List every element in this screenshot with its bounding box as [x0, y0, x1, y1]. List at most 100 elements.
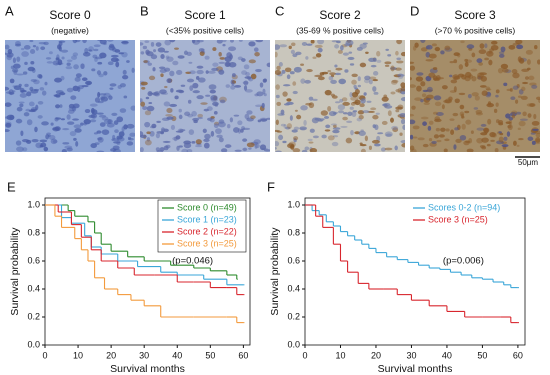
- cell: [119, 83, 126, 88]
- cell: [466, 44, 475, 49]
- cell: [412, 45, 417, 51]
- cell: [426, 86, 433, 93]
- cell: [312, 56, 317, 59]
- cell: [282, 91, 288, 97]
- cell: [490, 139, 495, 142]
- cell: [465, 119, 472, 125]
- cell: [330, 74, 335, 78]
- cell: [244, 76, 252, 79]
- cell: [96, 150, 105, 152]
- cell: [310, 40, 315, 44]
- cell: [121, 40, 129, 44]
- cell: [308, 96, 314, 101]
- cell: [501, 144, 509, 148]
- cell: [309, 128, 315, 133]
- cell: [143, 60, 148, 63]
- cell: [204, 55, 210, 60]
- cell: [178, 114, 183, 120]
- cell: [524, 76, 529, 80]
- cell: [246, 110, 253, 115]
- cell: [338, 110, 344, 114]
- cell: [205, 70, 209, 74]
- cell: [200, 102, 208, 105]
- cell: [126, 123, 135, 129]
- cell: [421, 93, 427, 98]
- cell: [8, 89, 14, 96]
- cell: [347, 111, 353, 117]
- cell: [440, 50, 445, 55]
- cell: [5, 129, 10, 133]
- micrograph-bg: [275, 40, 405, 152]
- cell: [330, 79, 337, 84]
- cell: [238, 40, 243, 42]
- cell: [111, 138, 119, 142]
- cell: [30, 78, 37, 82]
- cell: [180, 84, 186, 87]
- cell: [500, 63, 509, 69]
- cell: [31, 138, 39, 143]
- cell: [359, 62, 367, 68]
- cell: [37, 100, 44, 105]
- cell: [342, 112, 348, 115]
- cell: [426, 98, 432, 101]
- cell: [417, 137, 425, 141]
- cell: [19, 103, 24, 108]
- cell: [495, 94, 499, 98]
- cell: [183, 50, 188, 56]
- cell: [422, 121, 427, 126]
- cell: [431, 140, 437, 144]
- cell: [147, 62, 152, 66]
- cell: [337, 50, 343, 54]
- cell: [466, 59, 472, 63]
- cell: [420, 47, 428, 52]
- x-tick-label: 30: [139, 350, 149, 360]
- cell: [24, 61, 28, 66]
- cell: [192, 90, 200, 94]
- cell: [203, 142, 210, 149]
- cell: [328, 76, 334, 81]
- cell: [84, 47, 89, 54]
- cell: [384, 147, 393, 151]
- cell: [160, 73, 164, 78]
- cell: [108, 45, 116, 51]
- cell: [454, 98, 460, 104]
- cell: [100, 96, 109, 102]
- cell: [67, 121, 75, 125]
- cell: [400, 118, 405, 125]
- cell: [39, 139, 48, 143]
- cell: [509, 87, 513, 92]
- cell: [465, 71, 472, 78]
- cell: [412, 125, 420, 130]
- micrograph: [275, 40, 405, 152]
- cell: [337, 104, 346, 111]
- cell: [498, 136, 504, 143]
- cell: [266, 62, 270, 68]
- cell: [384, 64, 390, 67]
- cell: [503, 82, 508, 87]
- cell: [12, 57, 17, 64]
- cell: [74, 76, 81, 82]
- cell: [433, 95, 442, 101]
- cell: [192, 82, 199, 89]
- cell: [335, 67, 343, 71]
- cell: [35, 104, 39, 111]
- plot-frame: [304, 197, 526, 346]
- cell: [293, 66, 302, 73]
- cell: [263, 149, 270, 152]
- cell: [162, 140, 171, 143]
- cell: [188, 129, 195, 136]
- cell: [517, 56, 522, 63]
- cell: [381, 120, 388, 126]
- cell: [368, 79, 373, 85]
- cell: [99, 52, 107, 59]
- cell: [68, 103, 75, 109]
- cell: [103, 42, 107, 46]
- cell: [188, 61, 193, 64]
- cell: [254, 93, 259, 97]
- cell: [527, 136, 534, 141]
- cell: [169, 70, 175, 77]
- cell: [518, 89, 524, 95]
- cell: [506, 131, 511, 137]
- cell: [191, 110, 197, 117]
- cell: [286, 74, 291, 80]
